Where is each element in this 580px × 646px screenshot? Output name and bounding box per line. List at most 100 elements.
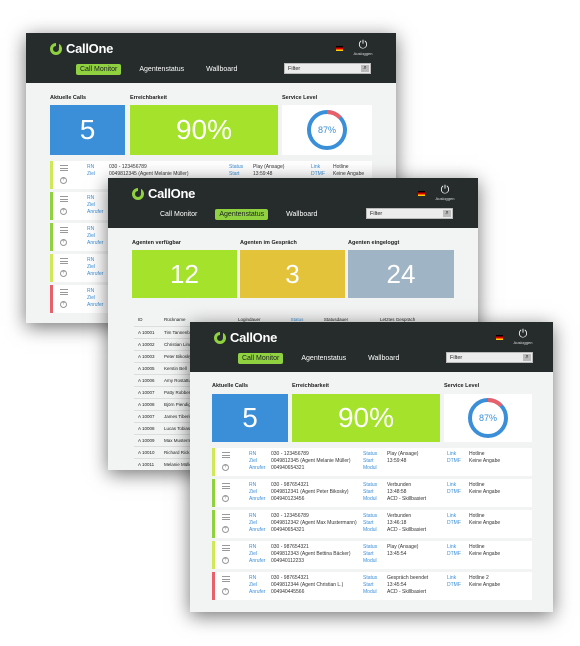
field-value-anrufer: 004940654321: [271, 465, 305, 471]
call-row[interactable]: + RN Ziel Anrufer 030 - 987654321 004981234…: [212, 541, 532, 569]
menu-icon[interactable]: [60, 196, 68, 202]
field-label-anrufer: Anrufer: [249, 589, 266, 595]
field-value-rn: 030 - 987654321: [271, 544, 309, 550]
field-value-start: 13:59:48: [387, 458, 407, 464]
tile-label: Erreichbarkeit: [292, 383, 329, 389]
logout-button[interactable]: ⏻ Ausloggen: [513, 328, 533, 346]
field-label-start: Start: [363, 582, 374, 588]
tab-agentenstatus[interactable]: Agentenstatus: [215, 209, 269, 220]
field-label-start: Start: [363, 458, 374, 464]
logout-button[interactable]: ⏻ Ausloggen: [435, 184, 455, 202]
tab-agentenstatus[interactable]: Agentenstatus: [301, 355, 347, 362]
tab-call-monitor[interactable]: Call Monitor: [160, 211, 198, 218]
field-label-link: Link: [447, 482, 457, 488]
field-value-dtmf: Keine Angabe: [469, 458, 501, 464]
service-level-tile: 87%: [444, 394, 532, 442]
field-label-modul: Modul: [363, 465, 377, 471]
field-value-dtmf: Keine Angabe: [469, 489, 501, 495]
field-value-link: Hotline: [469, 544, 485, 550]
field-value-modul: ACD - Skillbasiert: [387, 589, 427, 595]
add-icon[interactable]: +: [222, 557, 229, 564]
call-row[interactable]: + RN Ziel Anrufer 030 - 987654321 004981234…: [212, 479, 532, 507]
add-icon[interactable]: +: [222, 588, 229, 595]
logout-button[interactable]: ⏻ Ausloggen: [353, 39, 373, 57]
field-value-modul: ACD - Skillbasiert: [387, 496, 427, 502]
menu-icon[interactable]: [222, 483, 230, 489]
add-icon[interactable]: +: [222, 464, 229, 471]
menu-icon[interactable]: [222, 452, 230, 458]
svg-text:87%: 87%: [479, 413, 497, 423]
menu-icon[interactable]: [222, 514, 230, 520]
tile-label: Agenten im Gespräch: [240, 240, 297, 246]
tile-label: Service Level: [444, 383, 480, 389]
search-icon[interactable]: ⌕: [443, 210, 451, 217]
field-value-modul: ACD - Skillbasiert: [387, 527, 427, 533]
menu-icon[interactable]: [60, 165, 68, 171]
tab-wallboard[interactable]: Wallboard: [368, 355, 400, 362]
tile-label: Aktuelle Calls: [212, 383, 249, 389]
field-value-link: Hotline 2: [469, 575, 489, 581]
field-value-link: Hotline: [469, 513, 485, 519]
tab-call-monitor[interactable]: Call Monitor: [76, 64, 122, 75]
tile-label: Agenten eingeloggt: [348, 240, 400, 246]
callone-logo-icon: [214, 330, 226, 344]
menu-icon[interactable]: [222, 576, 230, 582]
call-row[interactable]: + RN Ziel Anrufer 030 - 123456789 004981234…: [212, 448, 532, 476]
menu-icon[interactable]: [60, 258, 68, 264]
search-icon[interactable]: ⌕: [361, 65, 369, 72]
tile-label: Agenten verfügbar: [132, 240, 181, 246]
call-row[interactable]: + RN Ziel Anrufer 030 - 987654321 004981234…: [212, 572, 532, 600]
german-flag-icon[interactable]: [336, 46, 343, 51]
tab-call-monitor[interactable]: Call Monitor: [238, 353, 284, 364]
field-label-start: Start: [363, 520, 374, 526]
service-level-ring: 87%: [468, 398, 508, 438]
column-id[interactable]: ID: [134, 314, 160, 327]
field-value-start: 13:48:58: [387, 489, 407, 495]
field-value-rn: 030 - 987654321: [271, 575, 309, 581]
tab-agentenstatus[interactable]: Agentenstatus: [139, 66, 185, 73]
field-label-status: Status: [363, 544, 378, 550]
field-value-start: 13:45:54: [387, 551, 407, 557]
add-icon[interactable]: +: [60, 239, 67, 246]
tab-wallboard[interactable]: Wallboard: [286, 211, 318, 218]
german-flag-icon[interactable]: [418, 191, 425, 196]
field-label-dtmf: DTMF: [447, 582, 461, 588]
service-level-tile: 87%: [282, 105, 372, 155]
filter-input[interactable]: Filter ⌕: [284, 63, 371, 74]
menu-icon[interactable]: [222, 545, 230, 551]
menu-icon[interactable]: [60, 227, 68, 233]
add-icon[interactable]: +: [222, 495, 229, 502]
add-icon[interactable]: +: [60, 301, 67, 308]
filter-input[interactable]: Filter ⌕: [366, 208, 453, 219]
german-flag-icon[interactable]: [496, 335, 503, 340]
add-icon[interactable]: +: [60, 177, 67, 184]
field-value-rn: 030 - 123456789: [271, 451, 309, 457]
call-row[interactable]: + RN Ziel Anrufer 030 - 123456789 004981234…: [212, 510, 532, 538]
field-value-ziel: 0049812345 (Agent Melanie Müller): [271, 458, 351, 464]
field-label-anrufer: Anrufer: [249, 558, 266, 564]
field-label-dtmf: DTMF: [447, 551, 461, 557]
menu-icon[interactable]: [60, 289, 68, 295]
field-label-start: Start: [363, 489, 374, 495]
add-icon[interactable]: +: [60, 270, 67, 277]
field-label-link: Link: [447, 575, 457, 581]
field-label-ziel: Ziel: [249, 458, 258, 464]
logo: CallOne: [50, 41, 113, 56]
tab-wallboard[interactable]: Wallboard: [206, 66, 238, 73]
search-icon[interactable]: ⌕: [523, 354, 531, 361]
tile-label: Erreichbarkeit: [130, 95, 167, 101]
filter-input[interactable]: Filter ⌕: [446, 352, 533, 363]
agents-logged-in-tile: 24: [348, 250, 454, 298]
agents-available-tile: 12: [132, 250, 237, 298]
add-icon[interactable]: +: [60, 208, 67, 215]
window-call-monitor-front: CallOne ⏻ Ausloggen Call Monitor Agentens…: [190, 322, 553, 612]
field-value-start: 13:46:18: [387, 520, 407, 526]
field-value-ziel: 0049812343 (Agent Bettina Bäcker): [271, 551, 351, 557]
field-value-ziel: 0049812344 (Agent Christian L.): [271, 582, 344, 588]
add-icon[interactable]: +: [222, 526, 229, 533]
field-value-anrufer: 004940445566: [271, 589, 305, 595]
current-calls-tile: 5: [212, 394, 288, 442]
logo: CallOne: [132, 186, 195, 201]
top-bar: CallOne ⏻ Ausloggen Call Monitor Agentens…: [108, 178, 478, 228]
field-label-dtmf: DTMF: [447, 489, 461, 495]
